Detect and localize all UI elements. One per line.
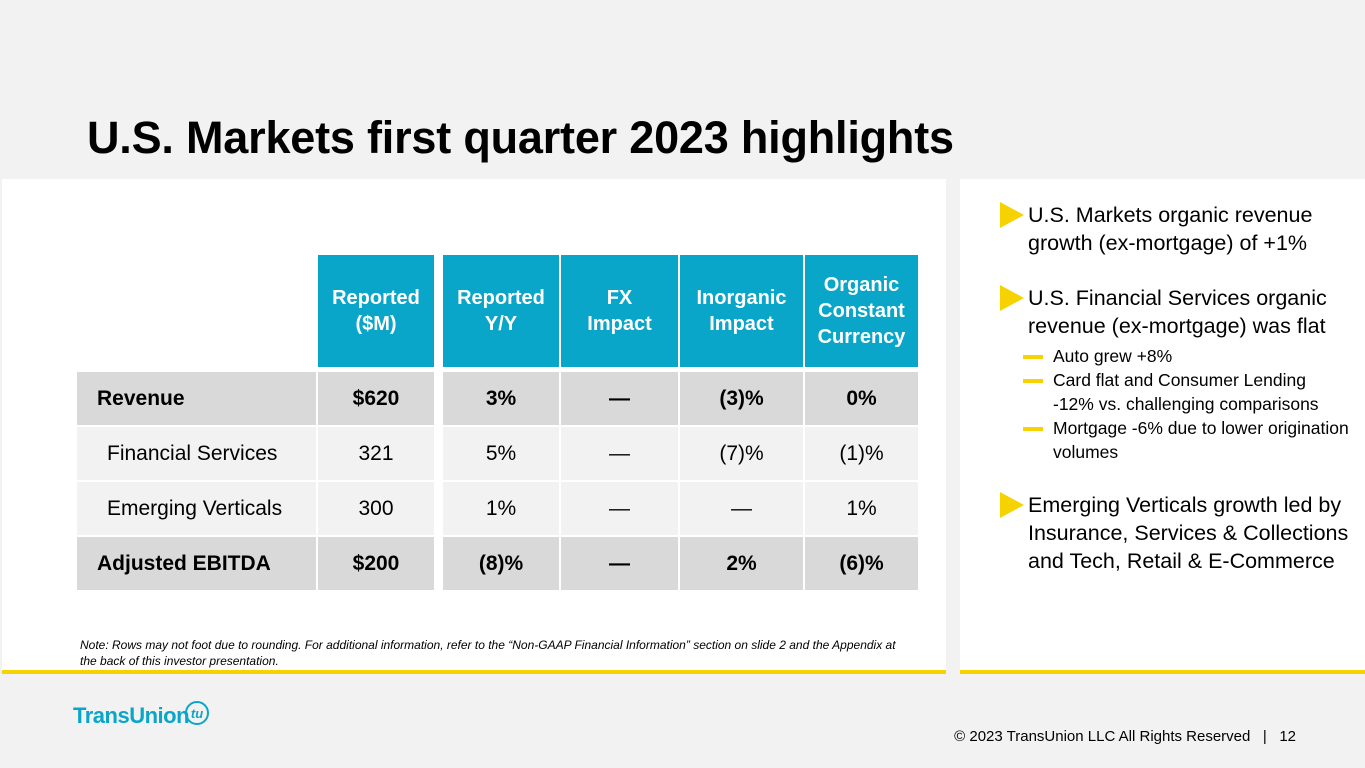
- column-header-line: Currency: [817, 326, 906, 348]
- table-cell: $200: [318, 537, 434, 592]
- dash-bullet-icon: [1023, 427, 1043, 431]
- transunion-logo: TransUnion tu: [73, 701, 209, 729]
- column-header: Inorganic Impact: [680, 255, 803, 367]
- sub-bullet: Mortgage -6% due to lower origination vo…: [1023, 416, 1350, 464]
- column-header-line: Reported: [457, 287, 545, 309]
- column-header: Organic Constant Currency: [805, 255, 918, 367]
- footer-separator: |: [1262, 728, 1267, 745]
- table-cell: 1%: [805, 482, 918, 537]
- sub-bullet: Card flat and Consumer Lending -12% vs. …: [1023, 368, 1350, 416]
- table-cell: 1%: [443, 482, 559, 537]
- column-header-line: Impact: [587, 313, 652, 335]
- column-header-line: Constant: [818, 300, 905, 322]
- column-header-line: Inorganic: [696, 287, 787, 309]
- row-label: Financial Services: [77, 427, 316, 482]
- table-cell: —: [680, 482, 803, 537]
- dash-bullet-icon: [1023, 355, 1043, 359]
- column-header: Reported Y/Y: [443, 255, 559, 367]
- table-cell: —: [561, 537, 678, 592]
- highlight-text: U.S. Markets organic revenue growth (ex-…: [1028, 203, 1313, 255]
- row-label: Adjusted EBITDA: [77, 537, 316, 592]
- table-cell: 2%: [680, 537, 803, 592]
- column-header: FX Impact: [561, 255, 678, 367]
- highlights-list: U.S. Markets organic revenue growth (ex-…: [1000, 201, 1350, 602]
- table-cell: (3)%: [680, 372, 803, 427]
- logo-mark-icon: tu: [185, 701, 209, 725]
- dash-bullet-icon: [1023, 379, 1043, 383]
- table-cell: $620: [318, 372, 434, 427]
- row-label: Emerging Verticals: [77, 482, 316, 537]
- column-header-line: Organic: [823, 274, 900, 296]
- table-cell: —: [561, 482, 678, 537]
- row-label: Revenue: [77, 372, 316, 427]
- sub-bullet-text: Card flat and Consumer Lending -12% vs. …: [1053, 370, 1319, 414]
- highlight-item: U.S. Financial Services organic revenue …: [1000, 284, 1350, 464]
- triangle-bullet-icon: [1000, 492, 1024, 518]
- sub-bullet-text: Auto grew +8%: [1053, 346, 1173, 366]
- highlight-text: Emerging Verticals growth led by Insuran…: [1028, 493, 1349, 573]
- footnote: Note: Rows may not foot due to rounding.…: [80, 638, 896, 668]
- page-number: 12: [1279, 728, 1296, 745]
- sub-bullet-text: Mortgage -6% due to lower origination vo…: [1053, 418, 1349, 462]
- table-cell: —: [561, 372, 678, 427]
- table-cell: (8)%: [443, 537, 559, 592]
- column-header-line: Impact: [709, 313, 774, 335]
- copyright: © 2023 TransUnion LLC All Rights Reserve…: [954, 728, 1251, 745]
- column-header: Reported ($M): [318, 255, 434, 367]
- column-header-line: Y/Y: [484, 313, 518, 335]
- column-header-line: FX: [606, 287, 633, 309]
- table-cell: 321: [318, 427, 434, 482]
- column-header-line: ($M): [355, 313, 397, 335]
- table-cell: (1)%: [805, 427, 918, 482]
- table-cell: —: [561, 427, 678, 482]
- table-cell: 5%: [443, 427, 559, 482]
- column-header-line: Reported: [332, 287, 420, 309]
- highlight-item: Emerging Verticals growth led by Insuran…: [1000, 491, 1350, 575]
- highlight-text: U.S. Financial Services organic revenue …: [1028, 286, 1327, 338]
- triangle-bullet-icon: [1000, 285, 1024, 311]
- footer: © 2023 TransUnion LLC All Rights Reserve…: [954, 728, 1296, 745]
- page-title: U.S. Markets first quarter 2023 highligh…: [87, 112, 954, 163]
- sub-bullet: Auto grew +8%: [1023, 344, 1350, 368]
- table-cell: 0%: [805, 372, 918, 427]
- highlight-item: U.S. Markets organic revenue growth (ex-…: [1000, 201, 1350, 257]
- table-cell: (6)%: [805, 537, 918, 592]
- triangle-bullet-icon: [1000, 202, 1024, 228]
- logo-wordmark: TransUnion: [73, 703, 190, 728]
- highlights-panel: [960, 179, 1365, 674]
- table-cell: (7)%: [680, 427, 803, 482]
- table-cell: 3%: [443, 372, 559, 427]
- table-cell: 300: [318, 482, 434, 537]
